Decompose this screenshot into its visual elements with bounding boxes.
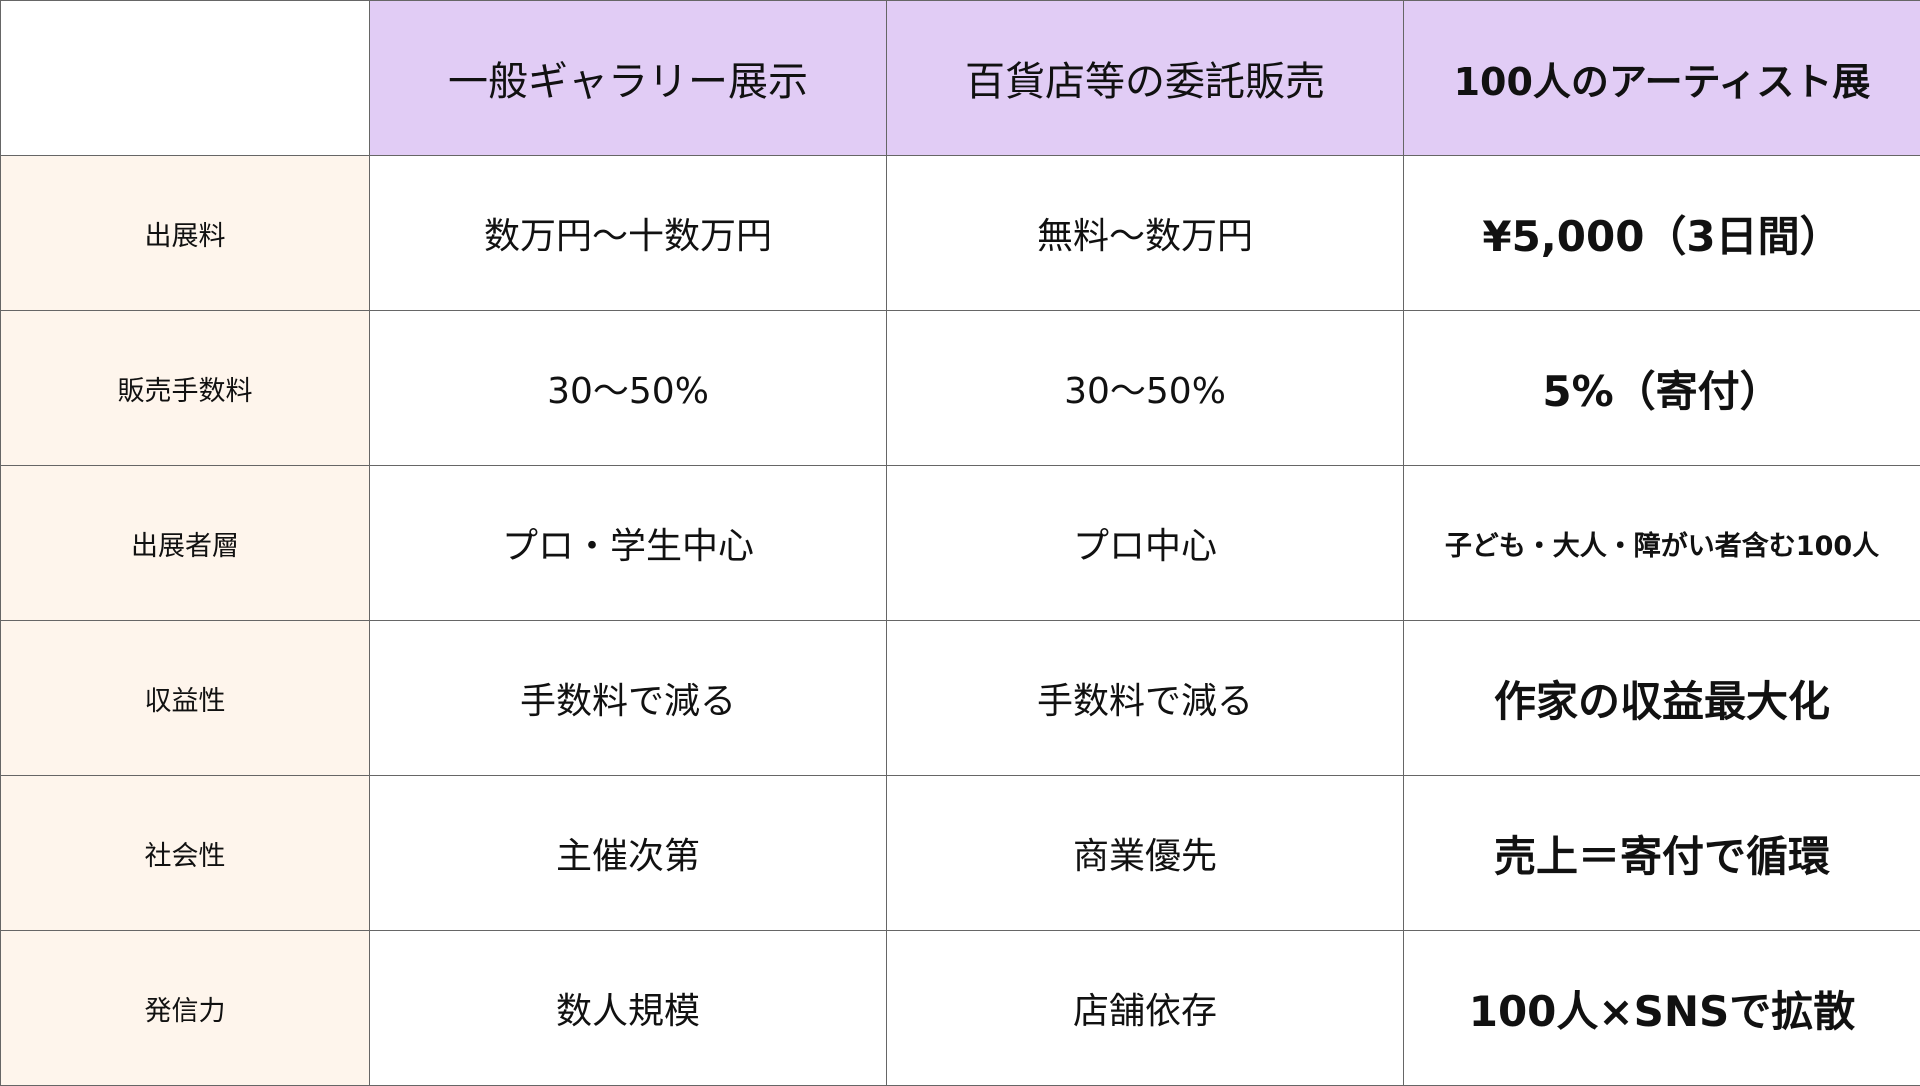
header-department-store: 百貨店等の委託販売 <box>887 1 1404 156</box>
cell: 店舗依存 <box>887 931 1404 1086</box>
corner-cell <box>1 1 370 156</box>
cell: 手数料で減る <box>370 621 887 776</box>
cell-highlight: 売上＝寄付で循環 <box>1404 776 1920 931</box>
cell: 主催次第 <box>370 776 887 931</box>
cell: プロ中心 <box>887 466 1404 621</box>
header-100-artists: 100人のアーティスト展 <box>1404 1 1920 156</box>
table-row: 出展料 数万円〜十数万円 無料〜数万円 ¥5,000（3日間） <box>1 156 1920 311</box>
cell: 30〜50% <box>887 311 1404 466</box>
table-row: 社会性 主催次第 商業優先 売上＝寄付で循環 <box>1 776 1920 931</box>
cell: 無料〜数万円 <box>887 156 1404 311</box>
table-row: 販売手数料 30〜50% 30〜50% 5%（寄付） <box>1 311 1920 466</box>
row-label: 出展者層 <box>1 466 370 621</box>
table-row: 収益性 手数料で減る 手数料で減る 作家の収益最大化 <box>1 621 1920 776</box>
row-label: 社会性 <box>1 776 370 931</box>
cell-highlight: 子ども・大人・障がい者含む100人 <box>1404 466 1920 621</box>
row-label: 出展料 <box>1 156 370 311</box>
cell: 数万円〜十数万円 <box>370 156 887 311</box>
table-row: 発信力 数人規模 店舗依存 100人×SNSで拡散 <box>1 931 1920 1086</box>
cell: 手数料で減る <box>887 621 1404 776</box>
cell-highlight: 5%（寄付） <box>1404 311 1920 466</box>
header-general-gallery: 一般ギャラリー展示 <box>370 1 887 156</box>
cell: 30〜50% <box>370 311 887 466</box>
cell-highlight: 作家の収益最大化 <box>1404 621 1920 776</box>
cell: 数人規模 <box>370 931 887 1086</box>
cell: プロ・学生中心 <box>370 466 887 621</box>
row-label: 発信力 <box>1 931 370 1086</box>
cell: 商業優先 <box>887 776 1404 931</box>
row-label: 収益性 <box>1 621 370 776</box>
cell-highlight: ¥5,000（3日間） <box>1404 156 1920 311</box>
table-row: 出展者層 プロ・学生中心 プロ中心 子ども・大人・障がい者含む100人 <box>1 466 1920 621</box>
header-row: 一般ギャラリー展示 百貨店等の委託販売 100人のアーティスト展 <box>1 1 1920 156</box>
row-label: 販売手数料 <box>1 311 370 466</box>
cell-highlight: 100人×SNSで拡散 <box>1404 931 1920 1086</box>
